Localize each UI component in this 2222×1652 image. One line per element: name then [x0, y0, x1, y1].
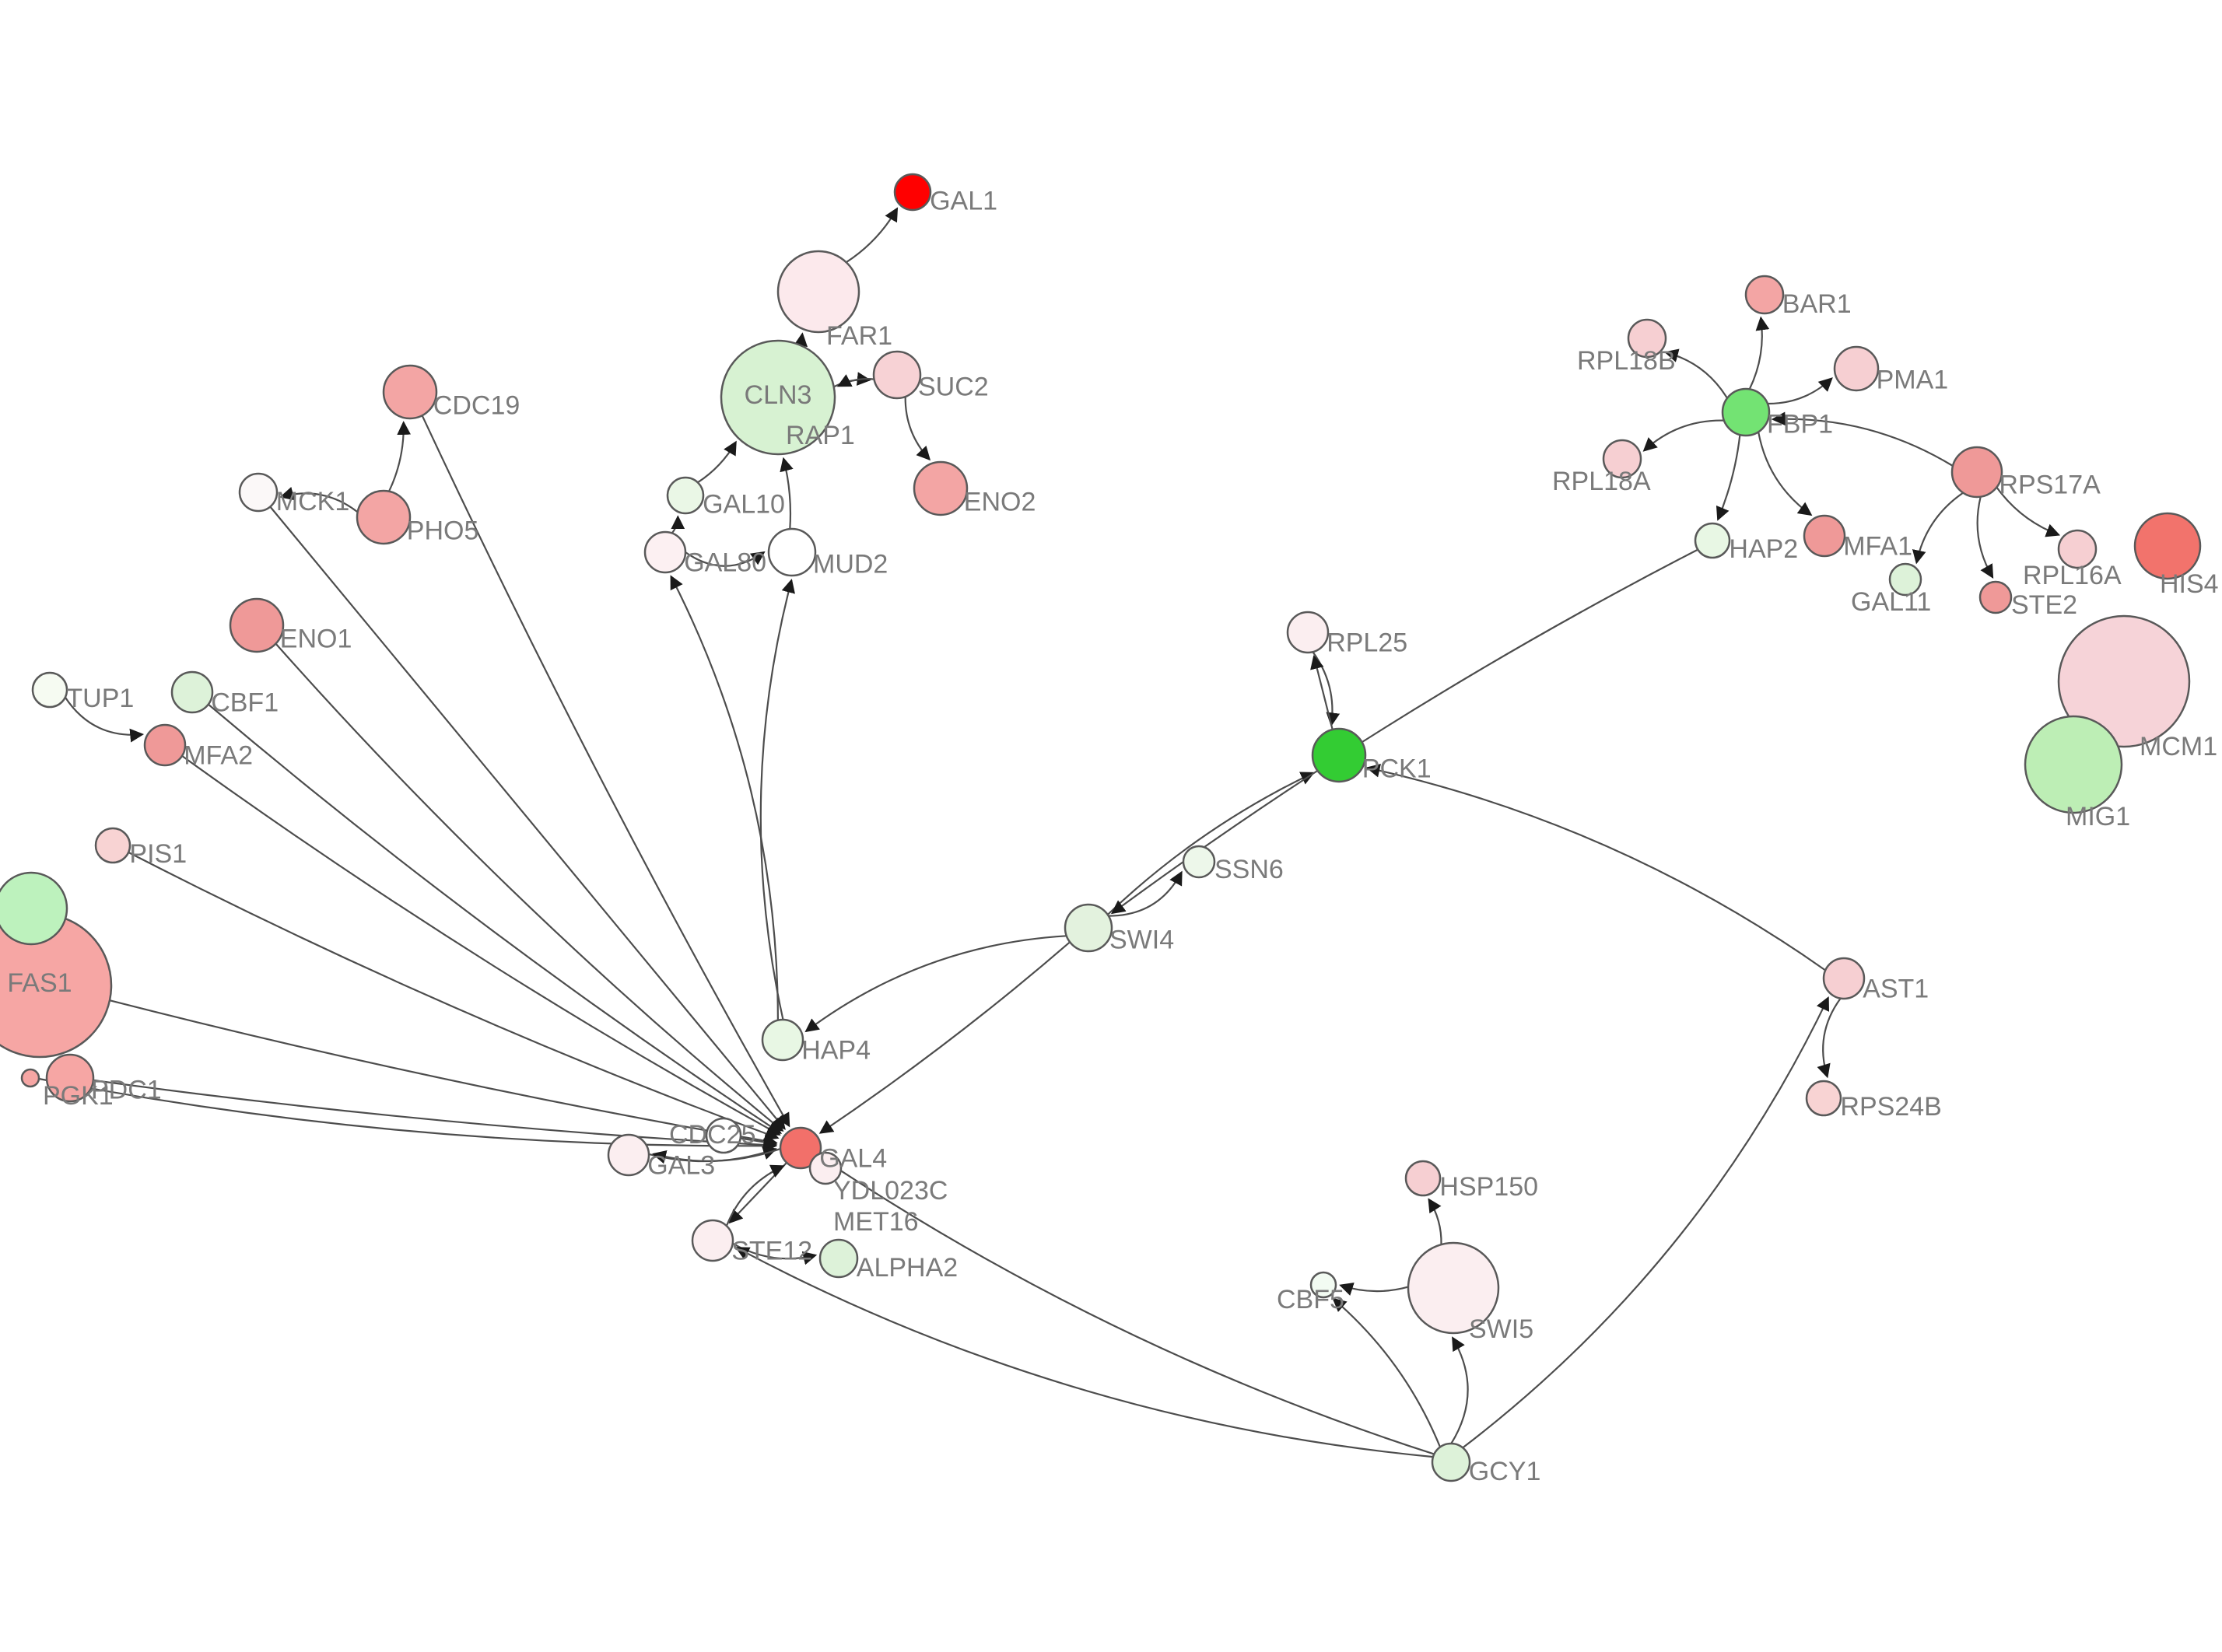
svg-text:STE12: STE12	[731, 1236, 812, 1265]
svg-text:RAP1: RAP1	[786, 421, 855, 450]
svg-text:CBF5: CBF5	[1277, 1285, 1344, 1314]
svg-text:HSP150: HSP150	[1439, 1172, 1538, 1202]
svg-text:PHO5: PHO5	[407, 516, 479, 546]
svg-text:GAL80: GAL80	[684, 548, 766, 577]
svg-text:FBP1: FBP1	[1767, 410, 1833, 439]
svg-text:MCK1: MCK1	[276, 487, 349, 516]
svg-text:CLN3: CLN3	[745, 380, 812, 410]
svg-text:MET16: MET16	[833, 1207, 919, 1237]
svg-text:ENO1: ENO1	[280, 625, 352, 654]
svg-text:GAL3: GAL3	[647, 1150, 715, 1180]
svg-text:GAL1: GAL1	[930, 187, 997, 216]
svg-text:CDC25: CDC25	[669, 1120, 755, 1150]
svg-text:RPL25: RPL25	[1327, 628, 1407, 657]
svg-text:MFA1: MFA1	[1843, 531, 1912, 561]
svg-text:ENO2: ENO2	[964, 488, 1036, 517]
svg-text:YDL023C: YDL023C	[833, 1176, 948, 1206]
svg-text:HAP2: HAP2	[1729, 534, 1798, 564]
svg-text:HAP4: HAP4	[801, 1035, 871, 1065]
svg-text:HIS4: HIS4	[2160, 569, 2219, 599]
svg-text:MIG1: MIG1	[2066, 802, 2130, 831]
svg-text:CBF1: CBF1	[211, 688, 279, 717]
svg-text:GAL4: GAL4	[819, 1143, 887, 1173]
svg-text:SSN6: SSN6	[1214, 855, 1284, 884]
svg-text:ALPHA2: ALPHA2	[857, 1253, 958, 1283]
svg-text:TUP1: TUP1	[66, 684, 134, 713]
svg-text:SUC2: SUC2	[918, 373, 989, 402]
svg-text:MUD2: MUD2	[813, 550, 888, 579]
svg-text:STE2: STE2	[2011, 590, 2077, 620]
svg-text:RPL18A: RPL18A	[1552, 467, 1651, 496]
svg-text:FAR1: FAR1	[826, 321, 892, 351]
svg-text:SWI4: SWI4	[1109, 926, 1174, 955]
svg-text:RPL16A: RPL16A	[2023, 561, 2122, 590]
svg-text:RPL18B: RPL18B	[1577, 346, 1676, 376]
svg-text:AST1: AST1	[1863, 974, 1929, 1003]
svg-text:RPS24B: RPS24B	[1840, 1092, 1941, 1122]
svg-text:PMA1: PMA1	[1877, 365, 1949, 394]
svg-text:CDC19: CDC19	[433, 391, 520, 421]
svg-text:BAR1: BAR1	[1782, 289, 1852, 319]
svg-text:PCK1: PCK1	[1362, 754, 1432, 784]
svg-text:GCY1: GCY1	[1469, 1457, 1541, 1486]
svg-text:MFA2: MFA2	[184, 740, 253, 770]
svg-text:RPS17A: RPS17A	[1999, 471, 2101, 500]
svg-text:FAS1: FAS1	[7, 968, 72, 998]
svg-text:GAL10: GAL10	[703, 490, 785, 520]
svg-text:PIS1: PIS1	[129, 839, 187, 869]
svg-text:SWI5: SWI5	[1469, 1314, 1533, 1344]
svg-text:PGK1: PGK1	[43, 1081, 114, 1111]
svg-text:GAL11: GAL11	[1851, 587, 1931, 617]
svg-text:MCM1: MCM1	[2140, 732, 2217, 761]
